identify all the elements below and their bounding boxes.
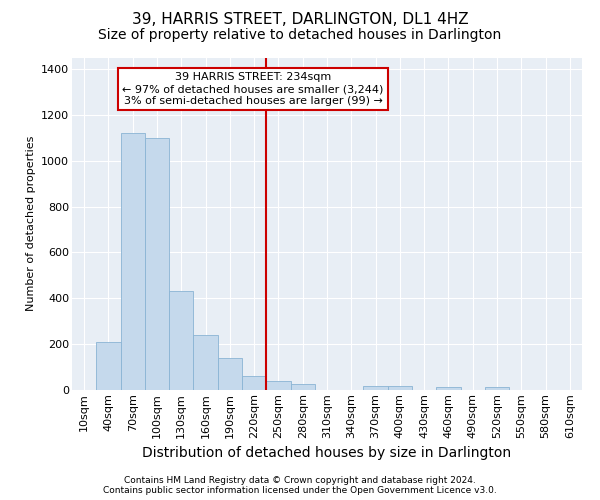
Y-axis label: Number of detached properties: Number of detached properties — [26, 136, 35, 312]
Bar — [266, 381, 290, 390]
Bar — [169, 292, 193, 390]
Text: Size of property relative to detached houses in Darlington: Size of property relative to detached ho… — [98, 28, 502, 42]
Bar — [485, 386, 509, 390]
Bar — [218, 358, 242, 390]
Bar — [242, 376, 266, 390]
Text: Contains HM Land Registry data © Crown copyright and database right 2024.: Contains HM Land Registry data © Crown c… — [124, 476, 476, 485]
Bar — [96, 342, 121, 390]
Bar — [145, 138, 169, 390]
Bar — [290, 384, 315, 390]
Text: Contains public sector information licensed under the Open Government Licence v3: Contains public sector information licen… — [103, 486, 497, 495]
Bar — [436, 386, 461, 390]
Bar — [364, 386, 388, 390]
X-axis label: Distribution of detached houses by size in Darlington: Distribution of detached houses by size … — [142, 446, 512, 460]
Text: 39 HARRIS STREET: 234sqm
← 97% of detached houses are smaller (3,244)
3% of semi: 39 HARRIS STREET: 234sqm ← 97% of detach… — [122, 72, 384, 106]
Bar — [388, 386, 412, 390]
Text: 39, HARRIS STREET, DARLINGTON, DL1 4HZ: 39, HARRIS STREET, DARLINGTON, DL1 4HZ — [131, 12, 469, 28]
Bar — [193, 335, 218, 390]
Bar — [121, 133, 145, 390]
